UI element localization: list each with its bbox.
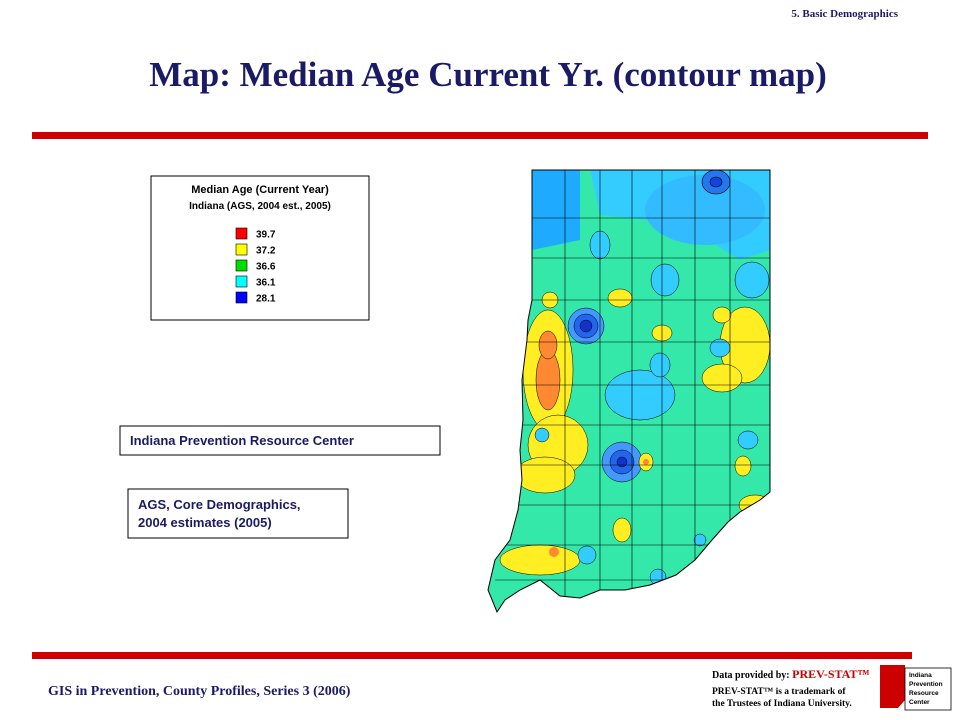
data-box <box>127 488 349 539</box>
footer-text: GIS in Prevention, County Profiles, Seri… <box>48 684 351 699</box>
logo-provided: Data provided by: PREV-STAT™ <box>712 667 869 681</box>
legend-value: 39.7 <box>256 230 276 241</box>
legend-swatch <box>235 243 248 256</box>
section-label: 5. Basic Demographics <box>791 8 898 20</box>
legend-subtitle: Indiana (AGS, 2004 est., 2005) <box>189 201 331 212</box>
legend-title: Median Age (Current Year) <box>191 184 329 196</box>
legend-value: 37.2 <box>256 246 276 257</box>
legend-value: 28.1 <box>256 294 276 305</box>
data-line: 2004 estimates (2005) <box>138 515 272 530</box>
source-box <box>119 425 441 456</box>
legend-value: 36.1 <box>256 278 276 289</box>
indiana-map <box>487 169 771 614</box>
logo-org: Center <box>909 699 930 706</box>
logo-trademark: the Trustees of Indiana University. <box>712 699 852 709</box>
logo-state <box>880 665 905 708</box>
logo-trademark: PREV-STAT™ is a trademark of <box>712 687 846 697</box>
logo-box <box>904 667 952 711</box>
legend-swatch <box>235 291 248 304</box>
legend-items: 39.7 37.2 36.6 36.1 28.1 <box>235 227 276 305</box>
logo-org: Resource <box>909 690 939 697</box>
logo: Data provided by: PREV-STAT™ PREV-STAT™ … <box>712 665 952 711</box>
data-line: AGS, Core Demographics, <box>138 497 301 512</box>
legend-swatch <box>235 259 248 272</box>
slide-title: Map: Median Age Current Yr. (contour map… <box>149 55 827 94</box>
legend-value: 36.6 <box>256 262 276 273</box>
logo-org: Indiana <box>909 672 932 679</box>
top-rule <box>32 132 928 139</box>
legend-swatch <box>235 275 248 288</box>
source-text: Indiana Prevention Resource Center <box>130 433 354 448</box>
bottom-rule <box>32 652 912 659</box>
logo-org: Prevention <box>909 681 943 688</box>
legend-box <box>150 175 370 321</box>
legend-swatch <box>235 227 248 240</box>
